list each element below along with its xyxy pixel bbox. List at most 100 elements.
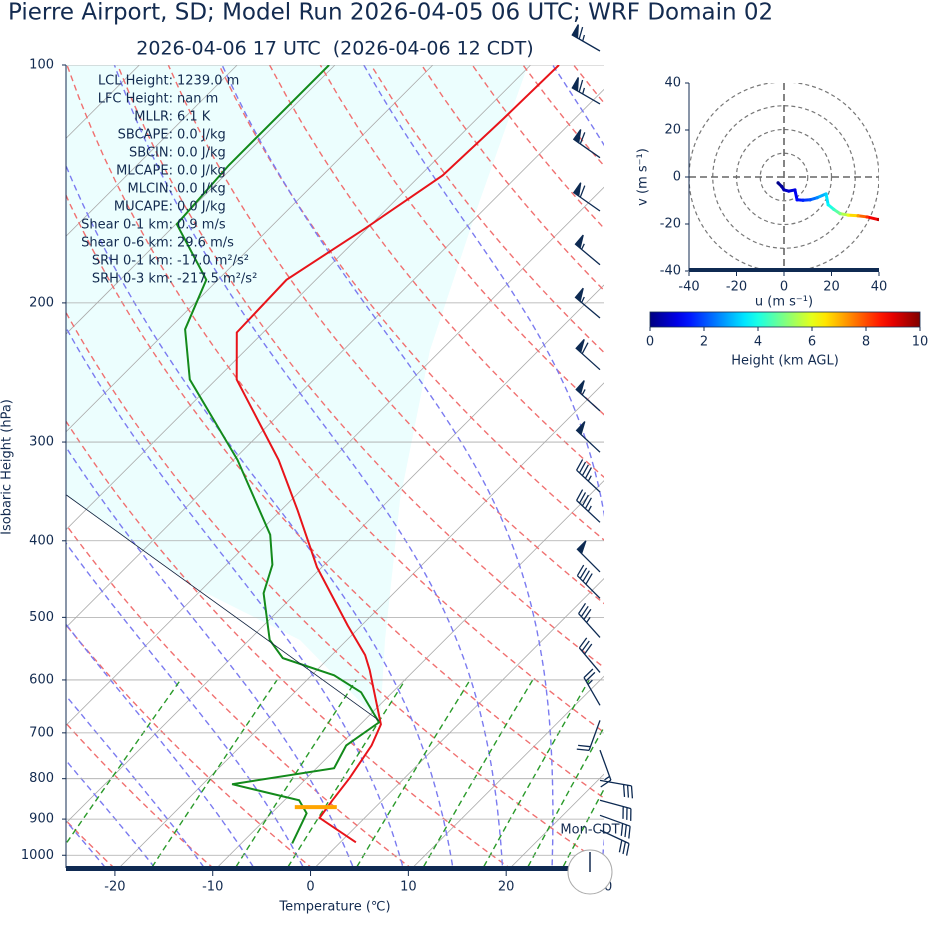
- mixing-ratio: [482, 679, 590, 868]
- annotation-label: SBCAPE:: [118, 128, 173, 143]
- dry-adiabat: [268, 65, 604, 479]
- dry-adiabat: [66, 65, 604, 734]
- x-tick-label: 20: [823, 280, 840, 295]
- y-axis-label: Isobaric Height (hPa): [0, 399, 15, 535]
- x-tick-label: -20: [104, 880, 125, 895]
- colorbar: [649, 311, 921, 328]
- wind-barb: [574, 234, 601, 266]
- hodograph-point: [780, 184, 784, 188]
- isotherm: [604, 65, 928, 872]
- wind-barb: [599, 829, 630, 856]
- x-tick-label: -20: [726, 280, 747, 295]
- y-tick-label: 1000: [21, 848, 54, 863]
- annotation-value: 0.0 J/kg: [177, 128, 226, 143]
- wind-barb: [575, 338, 601, 371]
- wind-barb: [576, 459, 601, 493]
- isotherm: [66, 65, 336, 335]
- annotation-value: 0.0 J/kg: [177, 200, 226, 215]
- subtitle: 2026-04-06 17 UTC (2026-04-06 12 CDT): [136, 38, 533, 60]
- profile-line: [175, 65, 381, 844]
- y-tick-label: 700: [29, 725, 54, 740]
- hodograph-point: [832, 207, 836, 212]
- hodograph-point: [793, 188, 797, 192]
- moist-adiabat: [66, 623, 255, 868]
- annotation-value: 29.6 m/s: [177, 236, 234, 251]
- y-tick-label: 500: [29, 610, 54, 625]
- mixing-ratio: [66, 679, 182, 845]
- mixing-ratio: [561, 787, 604, 868]
- hodograph: -40 -20 0 20 40 -40 -20 0 20 40 0 2 4 6 8 10: [646, 76, 928, 350]
- dry-adiabat: [726, 65, 928, 875]
- hodo-y-label: v (m s⁻¹): [636, 148, 651, 206]
- x-tick-label: 20: [498, 880, 515, 895]
- x-tick-label: 0: [306, 880, 314, 895]
- mixing-ratio: [526, 725, 604, 868]
- isotherm: [118, 382, 604, 868]
- y-tick-label: 100: [29, 58, 54, 73]
- isotherm: [702, 65, 928, 872]
- mixing-ratio: [234, 679, 357, 868]
- annotation-label: SRH 0-1 km:: [92, 254, 173, 269]
- y-tick-label: 600: [29, 672, 54, 687]
- isotherm: [66, 186, 604, 726]
- wind-barb: [599, 749, 612, 788]
- annotation-value: 0.0 J/kg: [177, 146, 226, 161]
- shaded-area: [66, 65, 528, 722]
- y-tick-label: 800: [29, 771, 54, 786]
- y-tick-label: 40: [664, 76, 681, 91]
- hodograph-point: [787, 189, 791, 193]
- annotation-label: SBCIN:: [129, 146, 173, 161]
- wind-barb: [574, 287, 601, 319]
- hodograph-segment: [865, 215, 879, 222]
- dry-adiabat: [573, 65, 604, 104]
- hodo-x-axis: [689, 268, 879, 272]
- title: Pierre Airport, SD; Model Run 2026-04-05…: [8, 0, 773, 26]
- isotherm: [411, 675, 604, 868]
- wind-barb: [576, 540, 601, 573]
- hodograph-point: [808, 198, 812, 202]
- parcel-line: [66, 494, 380, 721]
- isotherm: [216, 480, 604, 868]
- hodograph-point: [782, 188, 786, 192]
- isotherm: [66, 65, 238, 237]
- annotation-label: Shear 0-1 km:: [81, 218, 173, 233]
- hodograph-point: [838, 212, 842, 216]
- hodograph-segment: [824, 192, 830, 207]
- dry-adiabat: [421, 65, 604, 292]
- y-tick-label: 300: [29, 435, 54, 450]
- y-tick-label: 400: [29, 533, 54, 548]
- wind-barb: [575, 380, 601, 412]
- y-tick-label: 200: [29, 295, 54, 310]
- mixing-ratio: [150, 679, 278, 868]
- profile-line: [235, 65, 560, 844]
- hodograph-point: [846, 213, 850, 217]
- wind-barb: [599, 814, 631, 839]
- wind-barb: [571, 77, 601, 105]
- hodograph-plot: [689, 83, 879, 271]
- colorbar-tick-label: 8: [862, 335, 870, 350]
- isotherm: [509, 773, 604, 868]
- x-axis-label: Temperature (℃): [278, 900, 390, 915]
- range-ring: [759, 152, 809, 202]
- dry-adiabat: [624, 65, 928, 875]
- hodograph-point: [856, 214, 860, 218]
- wind-barb: [578, 637, 601, 673]
- annotation-value: nan m: [177, 92, 218, 107]
- hodograph-point: [815, 196, 819, 200]
- profiles: [66, 65, 560, 844]
- colorbar-tick-label: 2: [700, 335, 708, 350]
- dry-adiabat: [471, 65, 604, 230]
- hodograph-point: [776, 181, 780, 185]
- moist-adiabat: [221, 65, 554, 868]
- moist-adiabat: [363, 65, 604, 868]
- wind-barb: [576, 489, 601, 523]
- isotherm: [66, 88, 604, 629]
- wind-barb: [575, 421, 601, 453]
- wind-barb: [599, 779, 634, 799]
- x-tick-label: 10: [400, 880, 417, 895]
- dry-adiabat: [66, 623, 314, 868]
- wind-barb: [578, 602, 601, 638]
- y-tick-label: -40: [660, 264, 681, 279]
- wind-barb: [572, 129, 601, 159]
